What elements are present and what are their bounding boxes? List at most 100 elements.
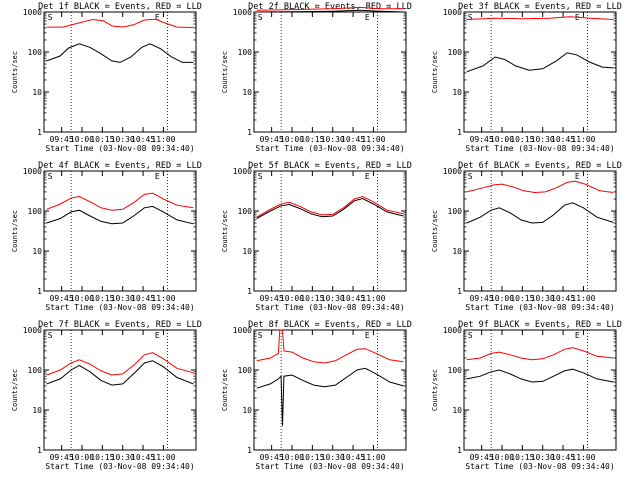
interval-marker-label: E [365,172,370,181]
y-tick-label: 10 [452,406,462,415]
lld-rate-line [46,18,194,28]
y-axis-label: Counts/sec [11,51,19,93]
y-tick-label: 100 [448,207,463,216]
plot-frame [43,11,197,133]
x-tick-label: 11:00 [151,453,175,462]
x-tick-label: 11:00 [361,135,385,144]
y-tick-label: 100 [28,48,43,57]
x-tick-label: 11:00 [151,294,175,303]
x-tick-label: 10:45 [341,294,365,303]
y-tick-label: 1 [247,287,252,296]
plot-title: Det 6f BLACK = Events, RED = LLD [458,161,622,171]
y-tick-label: 1 [37,446,42,455]
x-tick-label: 10:45 [341,453,365,462]
y-tick-label: 1 [247,446,252,455]
detector-plot: Det 8f BLACK = Events, RED = LLD 1 10 100 10… [221,320,412,471]
events-rate-line [256,367,404,426]
events-rate-line [466,202,614,224]
y-tick-label: 100 [28,366,43,375]
interval-marker-label: E [365,331,370,340]
x-tick-label: 10:00 [280,294,304,303]
plot-frame [253,170,407,292]
interval-marker-label: S [48,172,53,181]
x-tick-label: 10:15 [90,294,114,303]
y-axis-label: Counts/sec [431,369,439,411]
x-tick-label: 10:00 [490,294,514,303]
lld-rate-line [46,352,194,376]
x-tick-label: 10:30 [321,135,345,144]
x-tick-label: 11:00 [571,453,595,462]
y-tick-label: 100 [448,366,463,375]
interval-marker-label: S [48,331,53,340]
x-axis-label: Start Time (03-Nov-08 09:34:40) [465,303,614,312]
y-tick-label: 100 [238,48,253,57]
plot-title: Det 7f BLACK = Events, RED = LLD [38,320,202,330]
x-tick-label: 10:45 [131,135,155,144]
y-tick-label: 100 [238,366,253,375]
detector-plot: Det 6f BLACK = Events, RED = LLD 1 10 100 10… [431,161,622,312]
x-tick-label: 09:45 [50,135,74,144]
y-tick-label: 1000 [443,326,462,335]
y-tick-label: 10 [242,88,252,97]
detector-plot: Det 1f BLACK = Events, RED = LLD 1 10 100 10… [11,2,202,153]
y-axis-label: Counts/sec [221,369,229,411]
x-tick-label: 10:00 [70,453,94,462]
y-axis-label: Counts/sec [221,51,229,93]
y-tick-label: 1 [457,446,462,455]
x-tick-label: 10:00 [70,135,94,144]
x-tick-label: 10:45 [551,294,575,303]
x-tick-label: 10:00 [280,453,304,462]
x-tick-label: 10:00 [490,453,514,462]
y-tick-label: 1000 [443,8,462,17]
detector-plot: Det 7f BLACK = Events, RED = LLD 1 10 100 10… [11,320,202,471]
interval-marker-label: E [575,331,580,340]
x-axis-label: Start Time (03-Nov-08 09:34:40) [45,462,194,471]
y-axis-label: Counts/sec [11,369,19,411]
y-tick-label: 1000 [233,167,252,176]
x-tick-label: 10:30 [531,294,555,303]
x-tick-label: 11:00 [361,453,385,462]
y-tick-label: 1000 [443,167,462,176]
interval-marker-label: S [48,13,53,22]
x-tick-label: 11:00 [361,294,385,303]
events-rate-line [46,205,194,225]
y-tick-label: 1 [37,128,42,137]
detector-plot: Det 3f BLACK = Events, RED = LLD 1 10 100 10… [431,2,622,153]
x-tick-label: 10:15 [90,453,114,462]
plot-frame [43,329,197,451]
plot-frame [463,329,617,451]
x-tick-label: 10:45 [131,453,155,462]
x-tick-label: 09:45 [50,294,74,303]
x-tick-label: 11:00 [151,135,175,144]
x-tick-label: 10:15 [510,453,534,462]
x-axis-label: Start Time (03-Nov-08 09:34:40) [255,303,404,312]
x-tick-label: 10:30 [111,294,135,303]
x-tick-label: 09:45 [470,294,494,303]
y-tick-label: 10 [452,88,462,97]
x-tick-label: 10:00 [490,135,514,144]
x-axis-label: Start Time (03-Nov-08 09:34:40) [255,462,404,471]
events-rate-line [466,368,614,383]
interval-marker-label: S [258,13,263,22]
plot-title: Det 2f BLACK = Events, RED = LLD [248,2,412,12]
y-tick-label: 10 [452,247,462,256]
x-axis-label: Start Time (03-Nov-08 09:34:40) [45,144,194,153]
plot-frame [253,329,407,451]
interval-marker-label: E [365,13,370,22]
y-tick-label: 1 [247,128,252,137]
x-tick-label: 09:45 [260,453,284,462]
y-tick-label: 100 [238,207,253,216]
lld-rate-line [256,329,404,364]
x-tick-label: 10:00 [70,294,94,303]
x-axis-label: Start Time (03-Nov-08 09:34:40) [255,144,404,153]
y-tick-label: 10 [32,247,42,256]
interval-marker-label: E [155,172,160,181]
x-tick-label: 10:15 [300,135,324,144]
plot-title: Det 5f BLACK = Events, RED = LLD [248,161,412,171]
x-axis-label: Start Time (03-Nov-08 09:34:40) [465,462,614,471]
x-tick-label: 10:15 [300,453,324,462]
y-tick-label: 10 [242,406,252,415]
x-tick-label: 10:30 [531,453,555,462]
plot-title: Det 4f BLACK = Events, RED = LLD [38,161,202,171]
interval-marker-label: S [468,13,473,22]
